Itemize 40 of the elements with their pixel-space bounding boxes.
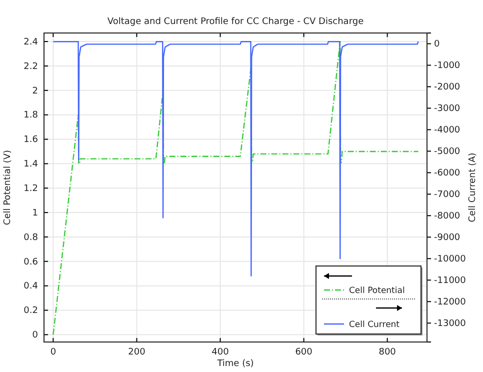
y2-tick-label: -6000 bbox=[434, 168, 460, 179]
line-series bbox=[52, 40, 419, 336]
y-tick-label: 1.2 bbox=[24, 184, 38, 194]
y-axis-title: Cell Potential (V) bbox=[3, 150, 13, 226]
x-tick-label: 800 bbox=[378, 347, 396, 358]
y2-tick-label: -12000 bbox=[434, 297, 466, 308]
y2-tick-label: -1000 bbox=[434, 61, 460, 72]
x-axis-title: Time (s) bbox=[216, 359, 254, 369]
y-tick-label: 0.2 bbox=[24, 306, 38, 316]
y2-axis-title: Cell Current (A) bbox=[468, 152, 478, 222]
y-tick-label: 1.4 bbox=[24, 160, 38, 170]
y2-tick-label: -2000 bbox=[434, 82, 460, 93]
y2-tick-label: -9000 bbox=[434, 233, 460, 244]
y2-tick-label: -13000 bbox=[434, 318, 466, 329]
x-tick-label: 600 bbox=[295, 347, 313, 358]
legend-label: Cell Current bbox=[349, 320, 400, 330]
y-tick-label: 0.8 bbox=[24, 232, 38, 243]
y2-tick-label: -4000 bbox=[434, 126, 460, 136]
y2-tick-label: 0 bbox=[434, 40, 440, 50]
y-tick-label: 1 bbox=[32, 208, 38, 218]
line-series bbox=[52, 40, 419, 276]
y2-tick-label: -10000 bbox=[434, 254, 466, 265]
y-tick-label: 1.8 bbox=[24, 110, 38, 121]
y-tick-label: 2.2 bbox=[24, 62, 38, 72]
y-tick-label: 2.4 bbox=[24, 37, 38, 48]
legend-label: Cell Potential bbox=[349, 286, 405, 296]
x-tick-label: 200 bbox=[128, 347, 146, 358]
y2-tick-label: -3000 bbox=[434, 104, 460, 114]
y-tick-label: 0.4 bbox=[24, 282, 38, 292]
y2-tick-label: -11000 bbox=[434, 276, 466, 286]
y-tick-label: 0 bbox=[32, 330, 38, 341]
y2-tick-label: -5000 bbox=[434, 147, 460, 158]
y2-tick-label: -8000 bbox=[434, 212, 460, 222]
x-tick-label: 0 bbox=[50, 347, 56, 358]
y-tick-label: 0.6 bbox=[24, 257, 38, 268]
y2-tick-label: -7000 bbox=[434, 190, 460, 200]
x-tick-label: 400 bbox=[212, 347, 230, 358]
y-tick-label: 1.6 bbox=[24, 135, 38, 146]
y-tick-label: 2 bbox=[32, 86, 38, 96]
chart-title: Voltage and Current Profile for CC Charge - CV Discharge bbox=[107, 17, 364, 27]
